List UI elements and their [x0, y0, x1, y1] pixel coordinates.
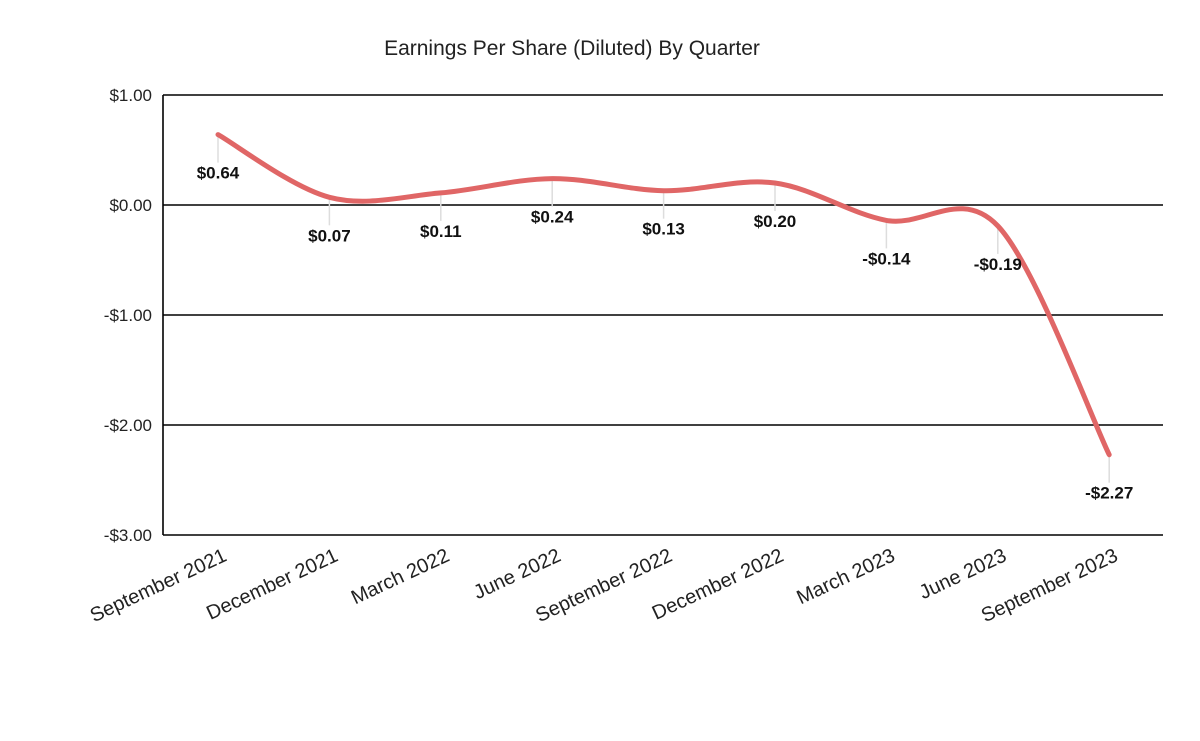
y-axis-ticks: $1.00 $0.00 -$1.00 -$2.00 -$3.00	[104, 86, 152, 545]
data-label: $0.20	[754, 212, 797, 231]
x-tick-label: March 2022	[348, 545, 453, 610]
data-label: $0.07	[308, 226, 351, 245]
data-label: $0.13	[642, 220, 685, 239]
data-label: $0.24	[531, 208, 574, 227]
data-label: -$0.14	[862, 249, 911, 268]
y-tick-label: -$1.00	[104, 306, 152, 325]
data-label: $0.64	[197, 164, 240, 183]
data-label-leaders	[217, 134, 1110, 483]
x-tick-label: June 2022	[470, 545, 564, 604]
y-tick-label: -$3.00	[104, 526, 152, 545]
x-tick-label: March 2023	[793, 545, 898, 610]
y-tick-label: $1.00	[109, 86, 152, 105]
data-label: -$2.27	[1085, 484, 1133, 503]
eps-series-line	[215, 132, 1112, 458]
data-labels: $0.64 $0.07 $0.11 $0.24 $0.13 $0.20 -$0.14 -$0.…	[197, 164, 1134, 503]
chart-title: Earnings Per Share (Diluted) By Quarter	[384, 37, 760, 60]
y-tick-label: $0.00	[109, 196, 152, 215]
data-label: -$0.19	[974, 255, 1022, 274]
x-tick-label: June 2023	[916, 545, 1010, 604]
gridlines	[162, 94, 1163, 536]
y-tick-label: -$2.00	[104, 416, 152, 435]
data-label: $0.11	[420, 222, 462, 241]
